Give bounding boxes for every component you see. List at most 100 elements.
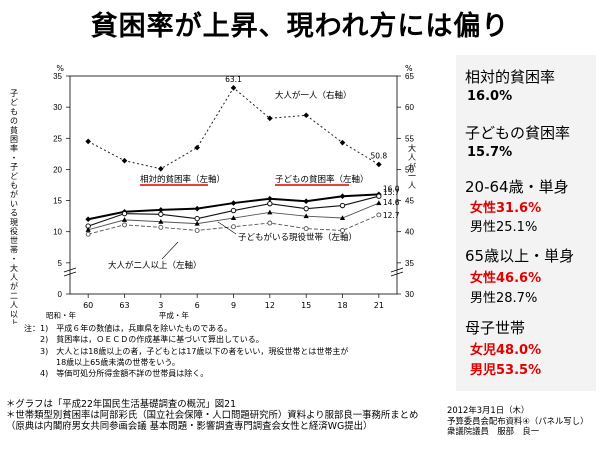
axis-label-char: 人 (10, 273, 18, 282)
data-point (85, 138, 91, 145)
child-rate-value: 15.7% (467, 145, 513, 160)
data-point (376, 161, 382, 168)
axis-label-char: 人 (10, 301, 18, 310)
annotation-child-rate: 子どもの貧困率（左軸） (275, 174, 369, 185)
data-point (230, 200, 237, 206)
right-axis-tick-label: 45 (405, 197, 414, 206)
left-axis-title: 子どもの貧困率・子どもがいる現役世帯・大人が二人以上 (10, 89, 18, 324)
data-point (158, 218, 164, 224)
relative-rate-value: 16.0% (467, 89, 513, 104)
single-2064-female: 女性31.6% (470, 201, 542, 216)
data-point (158, 207, 164, 213)
axis-label-char: 貧 (10, 125, 18, 135)
right-axis-tick-label: 60 (405, 103, 414, 112)
axis-label-char: も (10, 107, 18, 116)
left-axis-tick-label: 20 (53, 165, 62, 174)
data-point (267, 209, 273, 215)
axis-label-char: ど (10, 172, 18, 181)
axis-break-mark (63, 267, 77, 277)
data-point (339, 139, 346, 146)
single-65-male: 男性28.7% (470, 291, 538, 306)
left-axis-tick-label: 35 (53, 72, 62, 81)
note-line: 4) 等価可処分所得金額不詳の世帯員は除く。 (24, 369, 209, 379)
right-axis-tick-label: 35 (405, 259, 414, 268)
data-point (303, 213, 309, 219)
axis-label-char: 子 (10, 89, 18, 98)
data-point (158, 224, 164, 230)
x-axis-tick-label: 9 (231, 301, 236, 310)
axis-label-char: も (10, 181, 18, 190)
data-value-label: 50.8 (370, 151, 387, 160)
data-point (121, 157, 128, 164)
note-line: 18歳以上65歳未満の世帯をいう。 (24, 357, 180, 367)
single-mother-boy: 男児53.5% (470, 363, 542, 378)
single-65-label: 65歳以上・単身 (465, 247, 575, 265)
data-point (85, 216, 91, 223)
page-title: 貧困率が上昇、現われ方には偏り (90, 11, 510, 42)
data-point (376, 200, 382, 206)
axis-label-char: 大 (10, 263, 18, 273)
axis-label-char: 二 (10, 291, 18, 300)
data-point (267, 220, 273, 226)
axis-label-char: 子 (10, 163, 18, 172)
single-2064-male: 男性25.1% (470, 220, 538, 235)
x-axis-tick-label: 63 (119, 301, 129, 310)
data-point (85, 227, 91, 232)
author-info: 2012年3月1日（木） 予算委員会配布資料④（パネル写し） 衆議院議員 服部 … (447, 405, 592, 437)
right-axis-tick-label: 40 (405, 228, 414, 237)
summary-panel: 相対的貧困率 16.0% 子どもの貧困率 15.7% 20-64歳・単身 女性3… (456, 55, 596, 391)
data-point (121, 210, 128, 217)
axis-label-char: が (10, 281, 18, 291)
relative-rate-label: 相対的貧困率 (465, 68, 556, 86)
axis-label-char: が (408, 161, 416, 171)
right-axis-tick-label: 30 (405, 290, 414, 299)
left-axis-tick-label: 10 (53, 228, 62, 237)
data-point (340, 228, 345, 233)
data-point (158, 211, 164, 217)
note-line: 注：1) 平成６年の数値は，兵庫県を除いたものである。 (24, 324, 233, 333)
data-value-label: 12.7 (383, 211, 400, 220)
author-name: 衆議院議員 服部 良一 (447, 426, 540, 436)
data-point (121, 217, 128, 222)
left-axis-unit: % (56, 64, 64, 73)
axis-label-char: 大 (408, 143, 416, 153)
data-point (339, 202, 346, 209)
axis-label-char: る (10, 209, 18, 218)
data-point (194, 228, 200, 233)
right-axis-tick-label: 55 (405, 134, 414, 143)
source-line: ＊グラフは「平成22年国民生活基礎調査の概況」図21 (6, 399, 237, 410)
axis-label-char: い (10, 199, 18, 208)
x-axis-tick-label: 21 (374, 301, 384, 310)
axis-label-char: ・ (10, 153, 18, 162)
data-point (303, 112, 309, 119)
data-value-label: 63.1 (225, 75, 242, 84)
data-value-label: 15.7 (383, 188, 400, 197)
data-point (194, 144, 200, 151)
right-axis-tick-label: 50 (405, 165, 414, 174)
data-value-label: 14.6 (383, 198, 400, 207)
left-axis-tick-label: 5 (58, 259, 63, 268)
data-point (158, 166, 164, 172)
left-axis-tick-label: 0 (58, 290, 63, 299)
left-axis-tick-label: 25 (53, 134, 62, 143)
x-axis-tick-label: 18 (337, 301, 347, 310)
source-line: ＊世帯類型別貧困率は阿部彩氏（国立社会保障・人口問題研究所）資料より服部良一事務… (6, 410, 419, 421)
axis-label-char: 役 (10, 226, 18, 236)
data-point (194, 205, 200, 212)
author-date: 2012年3月1日（木） (447, 405, 530, 415)
axis-label-char: 現 (10, 218, 18, 227)
right-axis-tick-label: 65 (405, 72, 414, 81)
annotation-relative-rate: 相対的貧困率（左軸） (140, 174, 225, 185)
chart-notes: 注：1) 平成６年の数値は，兵庫県を除いたものである。 2) 貧困率は，ＯＥＣＤ… (24, 323, 444, 379)
axis-label-char: 人 (408, 181, 416, 190)
data-point (376, 193, 382, 199)
data-point (339, 215, 346, 221)
source-line: （原典は内閣府男女共同参画会議 基本問題・影響調査専門調査会女性と経済WG提出） (6, 421, 373, 432)
author-document: 予算委員会配布資料④（パネル写し） (447, 415, 589, 426)
data-point (376, 212, 382, 218)
left-axis-tick-label: 15 (53, 197, 62, 206)
x-axis-tick-label: 15 (301, 301, 311, 310)
axis-label-char: 上 (10, 319, 18, 324)
x-era-label-showa: 昭和・年 (46, 310, 76, 320)
data-point (230, 207, 237, 214)
